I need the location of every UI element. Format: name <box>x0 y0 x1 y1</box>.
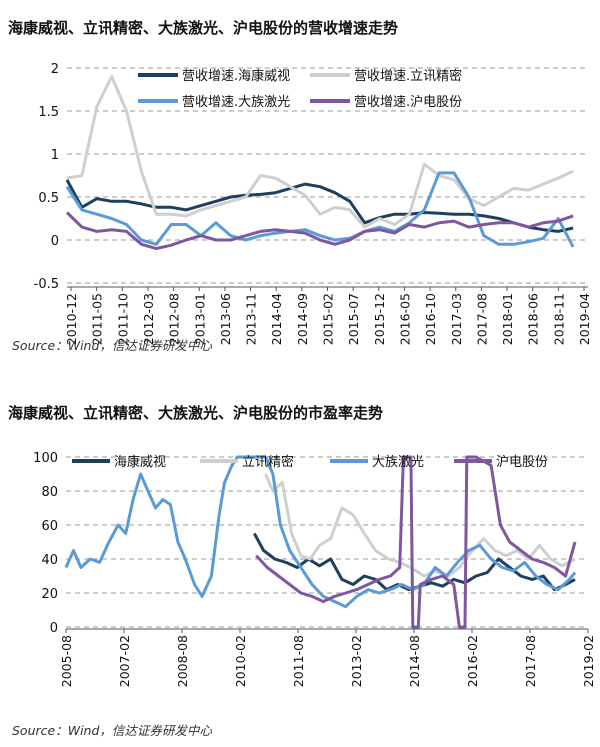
c1-ytick-label: 2 <box>51 62 59 77</box>
chart1-source: Source：Wind，信达证券研发中心 <box>12 338 212 353</box>
c1-xtick-label: 2013-01 <box>192 293 207 345</box>
c1-xtick-label: 2015-07 <box>346 293 361 345</box>
c2-legend-label-3: 大族激光 <box>372 454 424 470</box>
c1-series-line-2 <box>66 75 574 229</box>
c1-xtick-label: 2017-08 <box>474 293 489 345</box>
c1-xtick-label: 2018-01 <box>500 293 515 345</box>
c2-series-line-1 <box>252 532 576 592</box>
c2-xtick-label: 2008-08 <box>175 635 190 687</box>
c1-xtick-label: 2010-12 <box>64 293 79 345</box>
c1-xtick-label: 2018-06 <box>526 293 541 345</box>
c1-xtick-label: 2013-11 <box>244 293 259 345</box>
c2-legend-label-2: 立讯精密 <box>242 454 294 470</box>
c2-legend-label-1: 海康威视 <box>114 454 166 470</box>
c2-series-line-3 <box>64 455 577 609</box>
c1-xtick-label: 2012-08 <box>167 293 182 345</box>
c2-xtick-label: 2019-02 <box>581 635 596 687</box>
c1-xtick-label: 2017-03 <box>449 293 464 345</box>
c1-legend-label-4: 营收增速.沪电股份 <box>354 94 462 110</box>
chart2-title: 海康威视、立讯精密、大族激光、沪电股份的市盈率走势 <box>8 404 384 422</box>
c2-xtick-label: 2007-02 <box>117 635 132 687</box>
c1-xtick-label: 2016-10 <box>423 293 438 345</box>
c2-ytick-label: 60 <box>41 519 58 534</box>
c1-ytick-label: -0.5 <box>34 277 59 292</box>
c1-ytick-label: 0.5 <box>38 191 59 206</box>
c2-ytick-label: 20 <box>41 587 58 602</box>
c1-xtick-label: 2011-10 <box>115 293 130 345</box>
c2-ytick-label: 40 <box>41 553 58 568</box>
c1-series-line-4 <box>65 211 574 251</box>
c1-xtick-label: 2019-04 <box>577 293 592 345</box>
c1-ytick-label: 0 <box>51 234 59 249</box>
c1-xtick-label: 2018-11 <box>551 293 566 345</box>
c1-xtick-label: 2013-06 <box>218 293 233 345</box>
c1-ytick-label: 1.5 <box>38 105 59 120</box>
c1-ytick-label: 1 <box>51 148 59 163</box>
c2-ytick-label: 0 <box>50 621 58 636</box>
c2-ytick-label: 80 <box>41 485 58 500</box>
c1-xtick-label: 2015-12 <box>372 293 387 345</box>
chart1-title: 海康威视、立讯精密、大族激光、沪电股份的营收增速走势 <box>8 19 399 37</box>
c1-xtick-label: 2014-04 <box>269 293 284 345</box>
c1-series-line-1 <box>65 179 574 233</box>
c2-ytick-label: 100 <box>33 451 58 466</box>
c2-xtick-label: 2011-08 <box>291 635 306 687</box>
c2-xtick-label: 2017-08 <box>523 635 538 687</box>
chart2-source: Source：Wind，信达证券研发中心 <box>12 723 212 738</box>
c1-legend-label-3: 营收增速.大族激光 <box>182 94 290 110</box>
c2-xtick-label: 2013-02 <box>349 635 364 687</box>
c1-legend-label-1: 营收增速.海康威视 <box>182 68 290 84</box>
c1-xtick-label: 2015-02 <box>321 293 336 345</box>
c1-legend-label-2: 营收增速.立讯精密 <box>354 68 462 84</box>
c2-series-line-4 <box>255 455 577 629</box>
c1-xtick-label: 2014-09 <box>295 293 310 345</box>
c1-series-line-3 <box>65 171 575 248</box>
c2-xtick-label: 2010-02 <box>233 635 248 687</box>
c1-xtick-label: 2011-05 <box>90 293 105 345</box>
c1-xtick-label: 2012-03 <box>141 293 156 345</box>
c2-legend-label-4: 沪电股份 <box>496 454 548 470</box>
revenue-growth-chart: 2 1.5 1 0.5 0 -0.5 2010-12 2011-05 2011-10 2012-0… <box>34 62 592 345</box>
c2-xtick-label: 2014-08 <box>407 635 422 687</box>
c2-xtick-label: 2005-08 <box>59 635 74 687</box>
c1-xtick-label: 2016-05 <box>397 293 412 345</box>
c2-xtick-label: 2016-02 <box>465 635 480 687</box>
